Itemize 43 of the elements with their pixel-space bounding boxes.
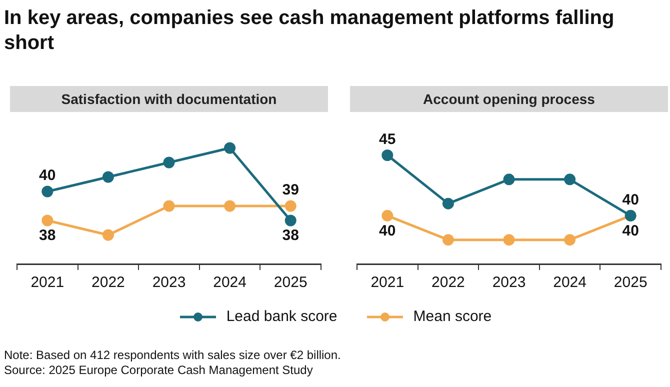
x-tick-label: 2024 xyxy=(553,274,586,292)
data-label: 40 xyxy=(39,167,56,184)
legend-label: Lead bank score xyxy=(226,308,338,325)
point xyxy=(382,150,394,161)
data-label: 38 xyxy=(282,227,299,244)
point xyxy=(102,171,114,183)
point xyxy=(163,200,175,212)
point xyxy=(564,234,576,246)
point xyxy=(382,210,394,222)
text: Note: Based on 412 respondents with sales size over €2 billion. xyxy=(4,348,341,363)
point xyxy=(224,200,236,212)
x-tick-label: 2024 xyxy=(213,274,246,292)
point xyxy=(102,229,114,241)
point xyxy=(284,200,296,212)
x-tick-label: 2025 xyxy=(274,274,308,292)
x-tick-label: 2021 xyxy=(370,274,404,292)
data-label: 39 xyxy=(282,182,299,199)
x-tick-label: 2022 xyxy=(432,274,465,292)
x-tick-label: 2022 xyxy=(92,274,125,292)
point xyxy=(42,214,54,226)
text: In key areas, companies see cash management platforms falling short xyxy=(4,6,616,56)
point xyxy=(442,198,454,210)
x-tick-label: 2023 xyxy=(492,274,526,292)
legend-label: Mean score xyxy=(413,308,492,325)
chart-title: Satisfaction with documentation xyxy=(10,86,328,112)
point xyxy=(564,174,576,186)
chart-title: Account opening process xyxy=(350,86,668,112)
point xyxy=(224,142,236,154)
x-tick-label: 2025 xyxy=(614,274,648,292)
data-label: 38 xyxy=(39,227,56,244)
point xyxy=(503,234,515,246)
data-label: 40 xyxy=(622,222,639,240)
x-tick-label: 2021 xyxy=(30,274,64,292)
point xyxy=(163,156,175,168)
x-tick-label: 2023 xyxy=(152,274,186,292)
data-label: 40 xyxy=(379,222,396,240)
data-label: 45 xyxy=(379,130,396,148)
point xyxy=(442,234,454,246)
source-note: Source: 2025 Europe Corporate Cash Management Study xyxy=(4,363,314,378)
point xyxy=(503,174,515,186)
point xyxy=(42,186,54,198)
point xyxy=(284,214,296,226)
data-label: 40 xyxy=(622,191,639,208)
